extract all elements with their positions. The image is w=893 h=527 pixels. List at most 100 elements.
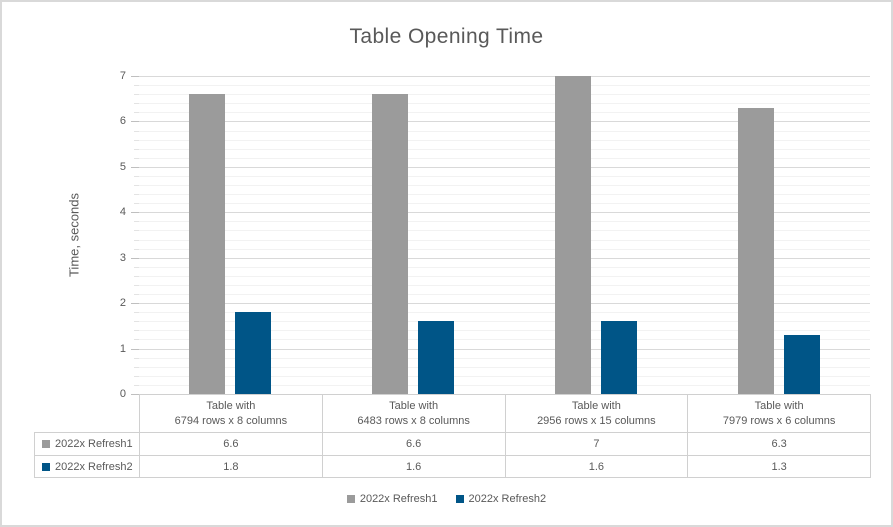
table-header-cell: Table with 7979 rows x 6 columns bbox=[687, 394, 871, 432]
category-label: Table with 7979 rows x 6 columns bbox=[722, 399, 836, 427]
gridline-minor bbox=[139, 321, 870, 323]
gridline-minor bbox=[139, 312, 870, 314]
y-tick-minor bbox=[134, 94, 139, 96]
table-header-cell: Table with 2956 rows x 15 columns bbox=[504, 394, 688, 432]
gridline-minor bbox=[139, 157, 870, 159]
y-tick-label: 3 bbox=[119, 251, 126, 264]
y-tick-minor bbox=[134, 321, 139, 323]
bar-series1-cat1 bbox=[189, 94, 226, 394]
y-tick-minor bbox=[134, 384, 139, 386]
series-key-icon bbox=[42, 462, 50, 471]
series-key-icon bbox=[42, 440, 50, 448]
y-tick-major bbox=[131, 76, 139, 77]
gridline-minor bbox=[139, 230, 870, 232]
y-tick-minor bbox=[134, 139, 139, 141]
table-value-cell: 1.6 bbox=[321, 455, 505, 478]
table-row-label: 2022x Refresh1 bbox=[34, 432, 139, 455]
series-name: 2022x Refresh2 bbox=[55, 460, 133, 473]
table-value-cell: 6.3 bbox=[687, 432, 871, 455]
y-tick-minor bbox=[134, 185, 139, 187]
gridline-minor bbox=[139, 175, 870, 177]
y-tick-minor bbox=[134, 112, 139, 114]
y-tick-minor bbox=[134, 130, 139, 132]
y-tick-minor bbox=[134, 375, 139, 377]
chart-title: Table Opening Time bbox=[349, 25, 544, 48]
y-tick-minor bbox=[134, 248, 139, 250]
y-tick-minor bbox=[134, 175, 139, 177]
table-value-cell: 6.6 bbox=[321, 432, 505, 455]
y-tick-major bbox=[131, 303, 139, 305]
y-tick-major bbox=[131, 348, 139, 350]
legend-item: 2022x Refresh1 bbox=[346, 493, 438, 505]
y-tick-minor bbox=[134, 330, 139, 332]
y-tick-label: 0 bbox=[119, 388, 126, 400]
y-tick-major bbox=[131, 166, 139, 168]
y-tick-minor bbox=[134, 148, 139, 150]
y-tick-label: 6 bbox=[119, 115, 126, 128]
y-tick-label: 5 bbox=[119, 160, 126, 173]
y-tick-minor bbox=[134, 85, 139, 87]
gridline-minor bbox=[139, 112, 870, 114]
table-header-cell: Table with 6483 rows x 8 columns bbox=[321, 394, 505, 432]
y-tick-label: 7 bbox=[119, 70, 126, 82]
gridline-major bbox=[139, 76, 870, 77]
gridline-minor bbox=[139, 194, 870, 196]
legend-swatch-icon bbox=[346, 495, 355, 503]
y-tick-minor bbox=[134, 203, 139, 205]
bar-series2-cat2 bbox=[418, 321, 455, 394]
legend-label: 2022x Refresh2 bbox=[468, 493, 547, 505]
category-label: Table with 6794 rows x 8 columns bbox=[174, 399, 288, 427]
gridline-minor bbox=[139, 284, 870, 286]
gridline-minor bbox=[139, 103, 870, 105]
gridline-minor bbox=[139, 148, 870, 150]
gridline-minor bbox=[139, 375, 870, 377]
y-tick-label: 4 bbox=[119, 206, 126, 219]
table-value-cell: 1.8 bbox=[139, 455, 322, 478]
gridline-major bbox=[139, 212, 870, 214]
gridline-minor bbox=[139, 248, 870, 250]
gridline-major bbox=[139, 166, 870, 168]
y-tick-major bbox=[131, 212, 139, 214]
legend-item: 2022x Refresh2 bbox=[455, 493, 547, 505]
y-tick-minor bbox=[134, 275, 139, 277]
y-tick-label: 2 bbox=[119, 297, 126, 310]
table-value-cell: 6.6 bbox=[139, 432, 322, 455]
table-value-cell: 1.6 bbox=[504, 455, 688, 478]
gridline-minor bbox=[139, 130, 870, 132]
y-tick-minor bbox=[134, 339, 139, 341]
bar-series1-cat3 bbox=[554, 76, 591, 394]
y-tick-minor bbox=[134, 266, 139, 268]
gridline-minor bbox=[139, 85, 870, 87]
gridline-minor bbox=[139, 221, 870, 223]
y-tick-major bbox=[131, 121, 139, 123]
gridline-minor bbox=[139, 294, 870, 296]
gridline-major bbox=[139, 303, 870, 305]
legend-label: 2022x Refresh1 bbox=[359, 493, 438, 505]
gridline-major bbox=[139, 121, 870, 123]
bar-series2-cat4 bbox=[783, 334, 820, 394]
gridline-major bbox=[139, 348, 870, 350]
y-tick-minor bbox=[134, 221, 139, 223]
series-name: 2022x Refresh1 bbox=[55, 438, 133, 450]
y-tick-minor bbox=[134, 157, 139, 159]
category-label: Table with 2956 rows x 15 columns bbox=[537, 399, 656, 427]
gridline-minor bbox=[139, 384, 870, 386]
bar-series2-cat3 bbox=[600, 321, 637, 394]
legend-swatch-icon bbox=[455, 495, 464, 503]
gridline-minor bbox=[139, 239, 870, 241]
y-axis-title: Time, seconds bbox=[66, 192, 82, 278]
y-tick-minor bbox=[134, 103, 139, 105]
gridline-minor bbox=[139, 339, 870, 341]
gridline-minor bbox=[139, 330, 870, 332]
table-header-cell: Table with 6794 rows x 8 columns bbox=[139, 394, 322, 432]
table-row-label: 2022x Refresh2 bbox=[34, 455, 139, 478]
y-tick-label: 1 bbox=[119, 342, 126, 355]
y-tick-minor bbox=[134, 284, 139, 286]
gridline-minor bbox=[139, 275, 870, 277]
y-tick-major bbox=[131, 394, 139, 395]
gridline-minor bbox=[139, 366, 870, 368]
table-value-cell: 7 bbox=[504, 432, 688, 455]
y-tick-minor bbox=[134, 312, 139, 314]
bar-series1-cat4 bbox=[737, 107, 774, 394]
